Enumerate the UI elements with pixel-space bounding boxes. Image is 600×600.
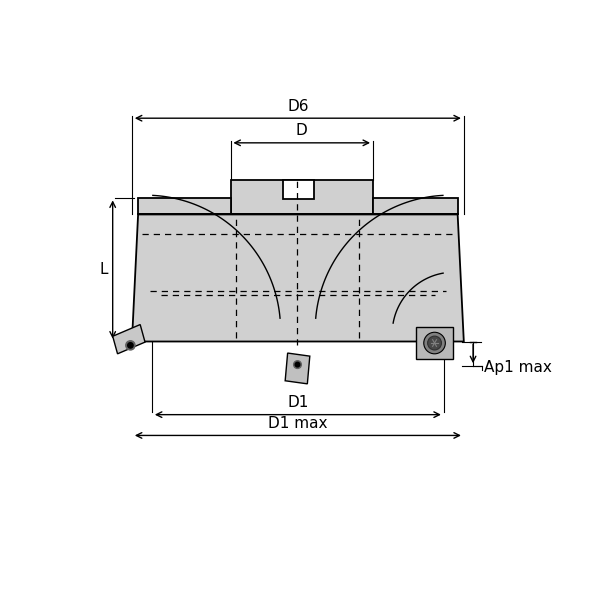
- Text: D1 max: D1 max: [268, 416, 328, 431]
- Polygon shape: [113, 325, 145, 354]
- Polygon shape: [285, 353, 310, 384]
- Text: L: L: [100, 262, 109, 277]
- Text: D1: D1: [287, 395, 308, 410]
- Circle shape: [126, 341, 135, 350]
- Circle shape: [428, 336, 442, 350]
- Polygon shape: [132, 214, 464, 341]
- Polygon shape: [283, 180, 314, 199]
- Text: Ap1 max: Ap1 max: [484, 360, 552, 375]
- Text: D: D: [296, 123, 308, 138]
- Polygon shape: [138, 197, 230, 214]
- Circle shape: [293, 361, 301, 368]
- Circle shape: [295, 362, 300, 367]
- Circle shape: [128, 343, 133, 348]
- Polygon shape: [416, 327, 453, 359]
- Text: D6: D6: [287, 98, 308, 113]
- Circle shape: [424, 332, 445, 354]
- Polygon shape: [230, 180, 373, 214]
- Polygon shape: [373, 197, 458, 214]
